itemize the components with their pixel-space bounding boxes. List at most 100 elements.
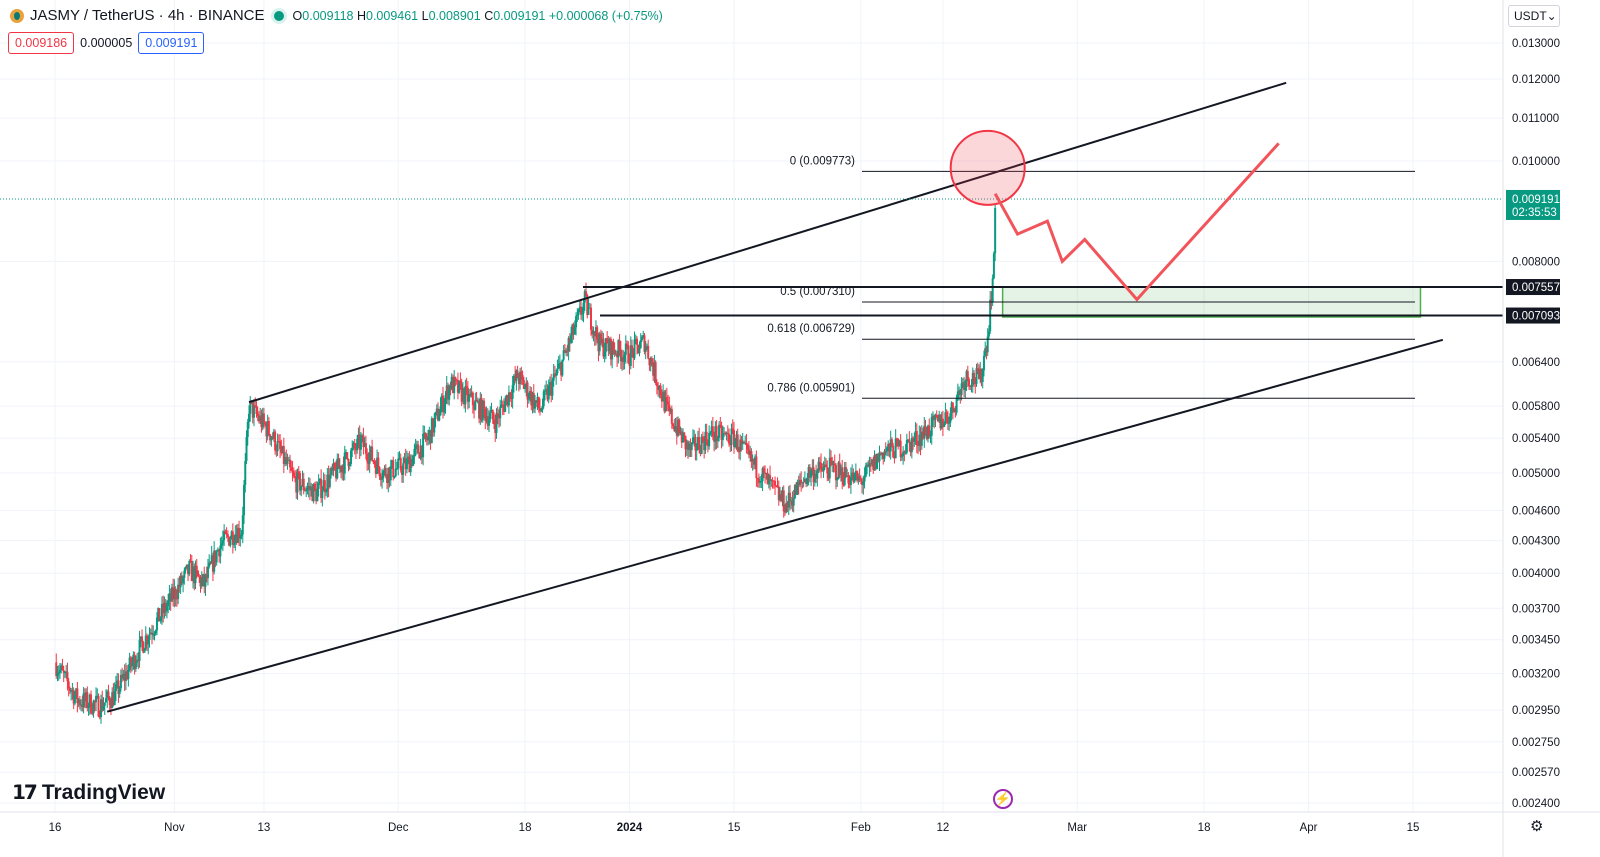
candle-body bbox=[223, 531, 226, 541]
candle-body bbox=[807, 467, 810, 478]
candle-body bbox=[643, 335, 646, 352]
buy-price-button[interactable]: 0.009191 bbox=[138, 32, 205, 54]
price-level-tag bbox=[1506, 307, 1560, 324]
candle-body bbox=[648, 358, 651, 366]
candle-body bbox=[357, 434, 360, 439]
candle-body bbox=[155, 617, 158, 631]
candle-body bbox=[883, 451, 886, 459]
candle-body bbox=[117, 680, 120, 694]
candle-body bbox=[270, 436, 273, 441]
candle-body bbox=[338, 465, 341, 469]
candle-body bbox=[686, 441, 689, 450]
candle-body bbox=[587, 307, 590, 315]
candle-body bbox=[680, 431, 683, 443]
candle-body bbox=[960, 383, 963, 396]
gear-icon[interactable]: ⚙ bbox=[1530, 818, 1544, 835]
candle-body bbox=[499, 407, 502, 419]
candle-body bbox=[515, 370, 518, 381]
candle-body bbox=[698, 437, 701, 450]
candle-body bbox=[127, 669, 130, 679]
candle-body bbox=[525, 382, 528, 388]
y-tick-label: 0.013000 bbox=[1512, 38, 1560, 50]
time-axis[interactable]: 16 Nov 13 Dec 18 2024 15 Feb 12 Mar 18 Apr 15 bbox=[0, 811, 1600, 834]
candle-body bbox=[152, 634, 155, 636]
candle-body bbox=[205, 574, 208, 579]
candle-body bbox=[330, 467, 333, 476]
candle-body bbox=[910, 437, 913, 453]
candle-body bbox=[638, 348, 641, 354]
candle-body bbox=[577, 309, 580, 315]
candle-body bbox=[474, 399, 477, 410]
candle-body bbox=[888, 443, 891, 452]
y-tick-label: 0.005000 bbox=[1512, 468, 1560, 480]
candle-body bbox=[647, 346, 650, 359]
candle-body bbox=[985, 348, 988, 353]
candle-body bbox=[868, 463, 871, 467]
candle-body bbox=[800, 479, 803, 483]
currency-label: USDT bbox=[1514, 9, 1547, 23]
sell-price-button[interactable]: 0.009186 bbox=[8, 32, 75, 54]
candle-body bbox=[923, 425, 926, 439]
candle-body bbox=[422, 433, 425, 458]
candle-body bbox=[882, 452, 885, 459]
candle-body bbox=[736, 434, 739, 452]
candle-body bbox=[897, 439, 900, 447]
candle-body bbox=[869, 463, 872, 465]
candle-body bbox=[705, 431, 708, 442]
candle-body bbox=[674, 426, 677, 431]
candle-body bbox=[714, 426, 717, 442]
candle-body bbox=[629, 345, 632, 366]
candle-body bbox=[733, 430, 735, 448]
candle-body bbox=[399, 457, 402, 470]
candle-body bbox=[113, 690, 116, 705]
lightning-icon[interactable]: ⚡ bbox=[993, 789, 1013, 809]
candle-body bbox=[466, 387, 469, 402]
candle-body bbox=[509, 392, 512, 398]
candle-body bbox=[188, 560, 191, 575]
candle-body bbox=[451, 376, 454, 393]
candle-body bbox=[694, 436, 697, 451]
candle-body bbox=[366, 453, 369, 462]
order-prices: 0.009186 0.000005 0.009191 bbox=[8, 32, 205, 54]
candle-body bbox=[318, 478, 321, 484]
candle-body bbox=[85, 692, 88, 702]
candle-body bbox=[302, 478, 305, 491]
candle-body bbox=[939, 414, 942, 429]
candle-body bbox=[93, 700, 96, 703]
candle-body bbox=[262, 413, 265, 423]
candle-body bbox=[437, 408, 440, 421]
price-axis[interactable]: 0.013000 0.012000 0.011000 0.010000 0.008000… bbox=[1502, 0, 1560, 857]
candle-body bbox=[485, 416, 488, 421]
candle-body bbox=[729, 443, 732, 445]
candle-body bbox=[131, 662, 134, 667]
tradingview-logo[interactable]: 𝟭𝟳 TradingView bbox=[12, 780, 165, 805]
candle-body bbox=[762, 468, 765, 473]
candle-body bbox=[719, 424, 722, 427]
candle-body bbox=[943, 423, 946, 427]
candle-body bbox=[87, 706, 90, 708]
candle-body bbox=[684, 435, 687, 450]
candle-body bbox=[364, 443, 367, 454]
candle-body bbox=[265, 424, 268, 437]
candle-body bbox=[980, 368, 983, 383]
candle-body bbox=[965, 371, 968, 382]
candle-body bbox=[272, 431, 275, 439]
candle-body bbox=[618, 340, 621, 351]
candle-body bbox=[642, 335, 645, 338]
candle-body bbox=[132, 654, 135, 663]
candle-body bbox=[489, 412, 492, 420]
candle-body bbox=[307, 485, 310, 488]
candle-body bbox=[197, 571, 200, 577]
candle-body bbox=[456, 380, 459, 393]
candle-body bbox=[954, 408, 957, 413]
symbol-title[interactable]: JASMY / TetherUS · 4h · BINANCE bbox=[30, 7, 265, 24]
candle-body bbox=[67, 681, 70, 689]
candle-body bbox=[734, 441, 737, 448]
candle-body bbox=[986, 336, 989, 353]
candle-body bbox=[969, 385, 972, 387]
candle-body bbox=[377, 457, 380, 468]
candle-body bbox=[846, 475, 849, 477]
candle-body bbox=[418, 453, 421, 459]
currency-selector[interactable]: USDT ⌄ bbox=[1508, 5, 1560, 27]
